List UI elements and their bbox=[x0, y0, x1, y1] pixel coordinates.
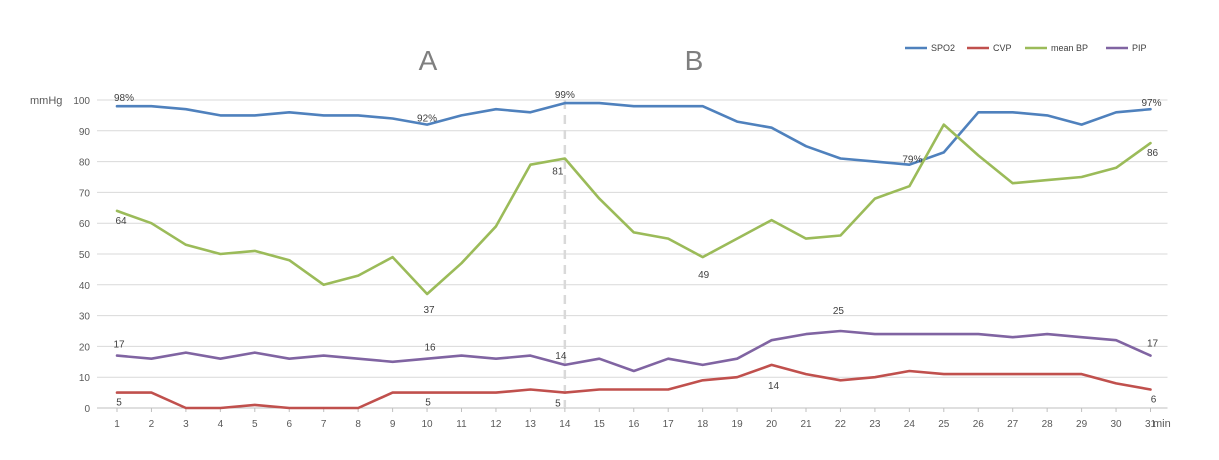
data-label: 99% bbox=[555, 90, 575, 101]
x-tick-label: 18 bbox=[697, 419, 709, 430]
data-label: 92% bbox=[417, 114, 437, 125]
y-tick-label: 50 bbox=[79, 250, 91, 261]
y-tick-label: 80 bbox=[79, 158, 91, 169]
x-tick-label: 9 bbox=[390, 419, 396, 430]
x-tick-label: 30 bbox=[1110, 419, 1122, 430]
data-label: 79% bbox=[902, 155, 922, 166]
data-labels: 98% 92% 99% 79% 97% 64 37 81 49 86 17 16 14 25 17 5 5 5 14… bbox=[113, 90, 1161, 410]
data-label: 6 bbox=[1151, 395, 1157, 406]
x-tick-label: 1 bbox=[114, 419, 120, 430]
series-line-spo2 bbox=[115, 101, 1152, 166]
y-tick-label: 0 bbox=[84, 404, 90, 415]
series-line-pip bbox=[115, 329, 1152, 373]
y-axis-label: mmHg bbox=[30, 95, 62, 107]
x-tick-label: 22 bbox=[835, 419, 847, 430]
data-label: 81 bbox=[552, 167, 564, 178]
x-tick-label: 19 bbox=[732, 419, 744, 430]
x-tick-label: 3 bbox=[183, 419, 189, 430]
x-tick-label: 10 bbox=[421, 419, 433, 430]
x-tick-label: 29 bbox=[1076, 419, 1088, 430]
x-tick-label: 14 bbox=[559, 419, 571, 430]
x-tick-label: 20 bbox=[766, 419, 778, 430]
data-label: 64 bbox=[115, 216, 127, 227]
data-label: 5 bbox=[425, 398, 431, 409]
x-tick-label: 31 bbox=[1145, 419, 1157, 430]
x-tick-label: 21 bbox=[800, 419, 812, 430]
x-tick-label: 27 bbox=[1007, 419, 1019, 430]
x-tick-label: 5 bbox=[252, 419, 258, 430]
x-tick-label: 24 bbox=[904, 419, 916, 430]
y-tick-label: 70 bbox=[79, 188, 91, 199]
y-tick-label: 20 bbox=[79, 342, 91, 353]
x-tick-label: 8 bbox=[355, 419, 361, 430]
data-label: 25 bbox=[833, 306, 845, 317]
x-tick-label: 13 bbox=[525, 419, 537, 430]
section-label-a: A bbox=[419, 45, 438, 76]
data-label: 14 bbox=[555, 351, 567, 362]
x-tick-label: 12 bbox=[490, 419, 502, 430]
x-axis-label: min bbox=[1153, 418, 1171, 430]
x-tick-label: 7 bbox=[321, 419, 327, 430]
legend-label-cvp: CVP bbox=[993, 43, 1012, 53]
section-labels: A B bbox=[419, 45, 704, 76]
data-label: 37 bbox=[423, 305, 435, 316]
section-label-b: B bbox=[685, 45, 704, 76]
x-tick-label: 26 bbox=[973, 419, 985, 430]
data-label: 5 bbox=[555, 399, 561, 410]
series-lines bbox=[115, 101, 1152, 410]
y-tick-label: 40 bbox=[79, 281, 91, 292]
data-label: 16 bbox=[424, 343, 436, 354]
legend: SPO2 CVP mean BP PIP bbox=[905, 43, 1147, 53]
x-tick-label: 25 bbox=[938, 419, 950, 430]
x-tick-label: 16 bbox=[628, 419, 640, 430]
data-label: 86 bbox=[1147, 148, 1159, 159]
x-tick-label: 2 bbox=[149, 419, 155, 430]
legend-label-mean-bp: mean BP bbox=[1051, 43, 1088, 53]
data-label: 97% bbox=[1141, 98, 1161, 109]
x-tick-label: 4 bbox=[218, 419, 224, 430]
data-label: 17 bbox=[1147, 339, 1159, 350]
legend-label-spo2: SPO2 bbox=[931, 43, 955, 53]
gridlines bbox=[97, 99, 1168, 409]
x-tick-label: 23 bbox=[869, 419, 881, 430]
y-tick-label: 60 bbox=[79, 219, 91, 230]
x-tick-label: 15 bbox=[594, 419, 606, 430]
data-label: 49 bbox=[698, 270, 710, 281]
data-label: 98% bbox=[114, 93, 134, 104]
y-tick-label: 30 bbox=[79, 312, 91, 323]
legend-label-pip: PIP bbox=[1132, 43, 1147, 53]
y-tick-label: 10 bbox=[79, 373, 91, 384]
data-label: 5 bbox=[116, 398, 122, 409]
y-tick-label: 90 bbox=[79, 127, 91, 138]
x-tick-label: 17 bbox=[663, 419, 675, 430]
x-tick-label: 6 bbox=[286, 419, 292, 430]
x-tick-label: 28 bbox=[1042, 419, 1054, 430]
y-tick-label: 100 bbox=[73, 96, 90, 107]
data-label: 14 bbox=[768, 381, 780, 392]
series-line-cvp bbox=[115, 363, 1152, 410]
data-label: 17 bbox=[113, 340, 125, 351]
x-tick-label: 11 bbox=[456, 419, 467, 430]
series-line-mean-bp bbox=[115, 123, 1152, 296]
